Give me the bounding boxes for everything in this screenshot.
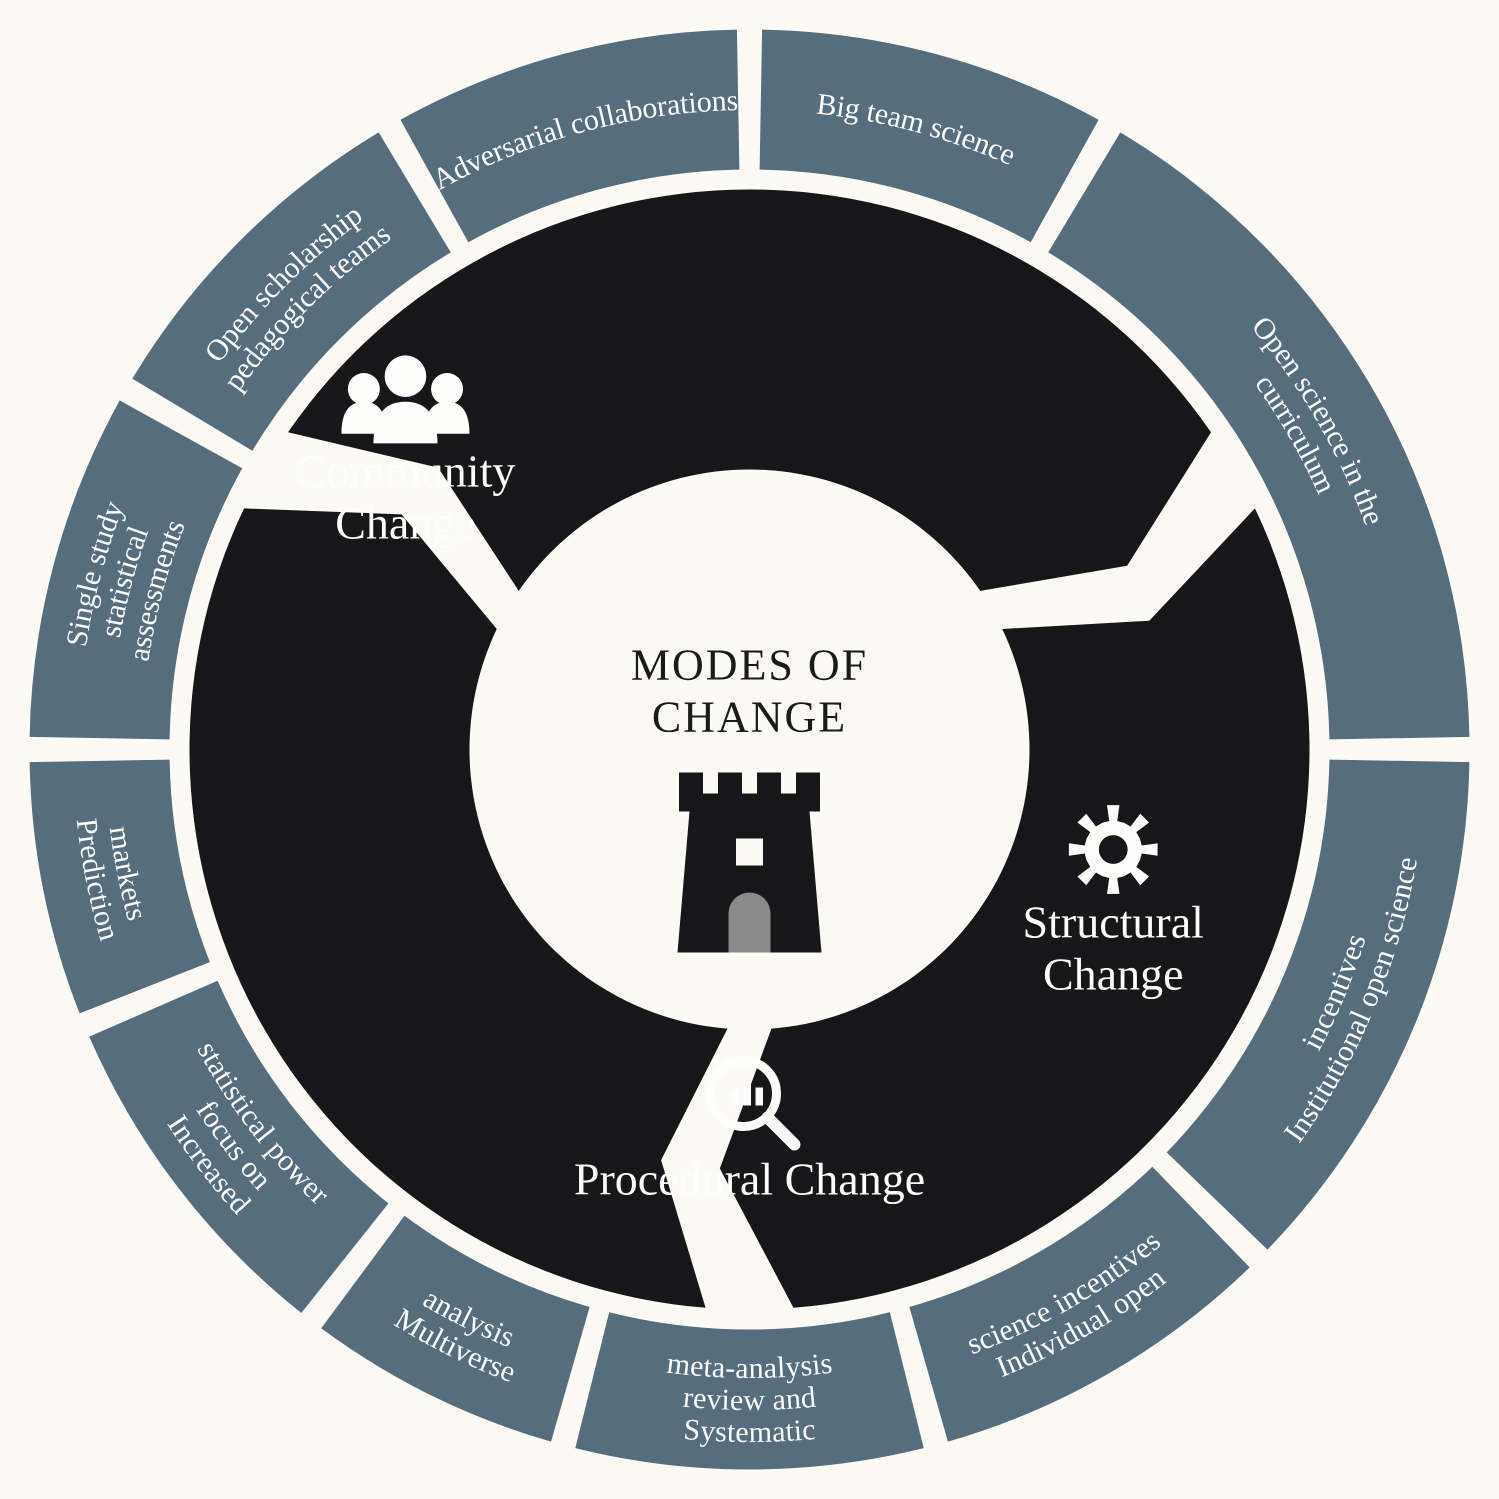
center-title-line1: MODES OF xyxy=(631,641,868,690)
inner-title: Structural xyxy=(1023,897,1204,948)
outer-item-label: Systematic xyxy=(682,1413,817,1449)
gear-icon xyxy=(1069,805,1158,894)
outer-item-label: review and xyxy=(682,1381,818,1417)
center-title-line2: CHANGE xyxy=(652,693,847,742)
inner-title: Procedural Change xyxy=(574,1154,925,1205)
outer-item-label: meta-analysis xyxy=(665,1347,834,1385)
inner-title: Change xyxy=(1043,949,1184,1000)
inner-title: Change xyxy=(335,498,476,549)
castle-tower-icon xyxy=(678,773,822,953)
inner-title: Community xyxy=(296,446,516,497)
